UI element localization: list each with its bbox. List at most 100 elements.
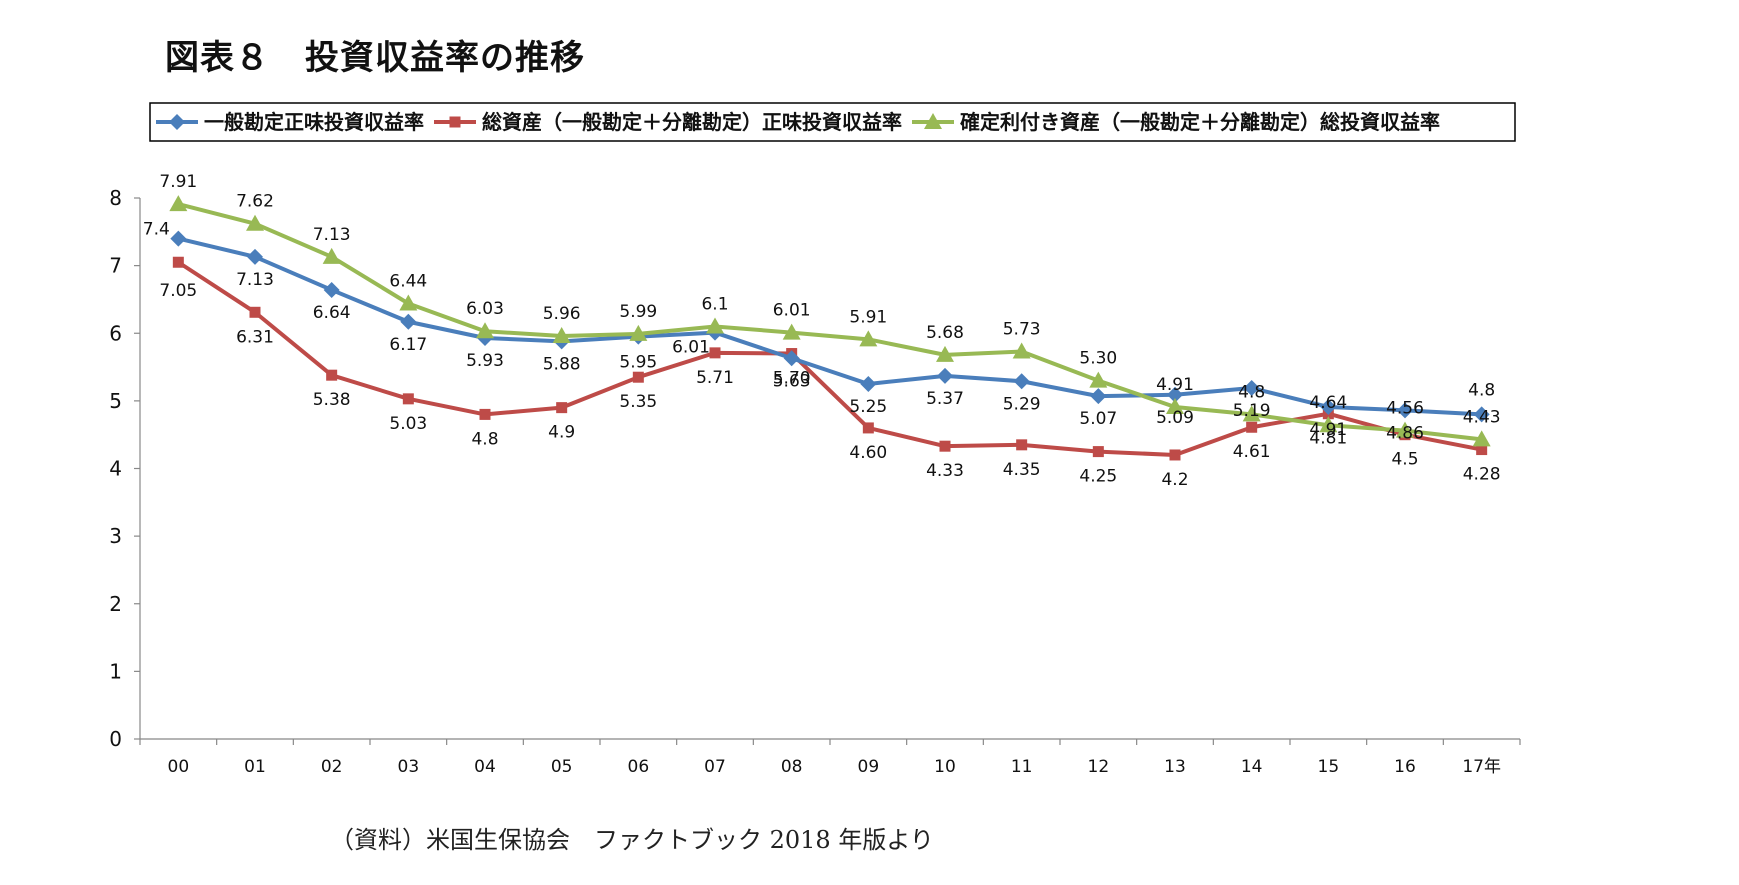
series-line-0 [177,236,1482,417]
y-tick-label: 3 [109,524,122,548]
data-point-triangle [476,322,494,339]
data-label: 4.60 [849,443,887,463]
data-point-diamond [400,313,417,330]
data-label: 5.09 [1156,408,1194,428]
x-tick-label: 04 [474,757,496,777]
data-point-square [1169,449,1181,461]
data-point-square [1092,446,1104,458]
data-label: 7.62 [236,192,274,212]
data-point-diamond [1473,406,1490,423]
data-label: 4.43 [1463,407,1501,427]
x-tick-label: 13 [1164,757,1186,777]
data-label: 4.5 [1391,450,1418,470]
data-point-diamond [860,375,877,392]
data-point-square [709,347,721,359]
data-label: 5.63 [773,371,811,391]
x-tick-label: 16 [1394,757,1416,777]
x-tick-label: 09 [858,757,880,777]
data-point-triangle [1166,397,1184,414]
x-tick-label: 05 [551,757,573,777]
data-label: 4.91 [1156,375,1194,395]
data-point-triangle [1012,342,1031,359]
data-point-triangle [629,324,648,341]
data-label: 4.2 [1161,470,1188,490]
page-title: 図表８ 投資収益率の推移 [165,38,585,78]
data-label: 6.17 [389,335,427,355]
data-point-diamond [1090,388,1107,405]
data-label: 6.64 [313,303,351,323]
data-label: 4.8 [1468,380,1495,400]
x-tick-label: 11 [1011,757,1033,777]
data-label: 5.71 [696,368,734,388]
data-label: 4.86 [1386,423,1424,443]
data-label: 7.05 [159,281,197,301]
data-label: 6.44 [389,271,427,291]
data-label: 5.03 [389,414,427,434]
data-label: 4.91 [1309,420,1347,440]
y-tick-label: 8 [109,186,122,210]
data-point-triangle [782,323,801,340]
x-tick-label: 08 [781,757,803,777]
data-point-triangle [322,247,341,264]
legend-triangle-marker [924,113,942,129]
data-point-square [1246,421,1258,433]
data-label: 4.25 [1079,467,1117,487]
x-tick-label: 00 [168,757,190,777]
data-point-diamond [937,367,953,384]
data-label: 5.70 [773,369,811,389]
data-label: 4.9 [548,423,575,443]
data-point-triangle [1242,405,1261,422]
data-label: 4.33 [926,461,964,481]
series-line-1 [177,260,1483,457]
data-label: 5.37 [926,389,964,409]
data-label: 6.03 [466,299,504,319]
x-tick-label: 15 [1318,757,1340,777]
data-point-square [862,422,874,434]
data-label: 5.25 [849,397,887,417]
data-point-triangle [706,317,724,334]
y-tick-label: 6 [109,321,122,345]
data-point-diamond [1167,386,1183,403]
data-label: 5.73 [1003,320,1041,340]
data-label: 4.81 [1309,429,1347,449]
data-label: 4.64 [1309,393,1347,413]
data-point-square [249,306,261,318]
data-point-triangle [1319,416,1338,433]
data-label: 5.68 [926,323,964,343]
data-label: 4.28 [1463,465,1501,485]
legend-diamond-marker [169,114,185,130]
data-point-square [326,369,338,381]
data-label: 4.61 [1233,442,1271,462]
data-point-square [939,440,951,452]
data-point-diamond [783,350,800,367]
data-label: 5.30 [1079,349,1117,369]
legend-item-0: 一般勘定正味投資収益率 [204,110,424,134]
data-label: 5.19 [1233,401,1271,421]
data-point-triangle [859,330,878,347]
legend-item-2: 確定利付き資産（一般勘定＋分離勘定）総投資収益率 [960,110,1440,134]
legend-item-1: 総資産（一般勘定＋分離勘定）正味投資収益率 [482,110,902,134]
data-label: 6.31 [236,327,274,347]
data-point-diamond [1397,402,1413,419]
legend: 一般勘定正味投資収益率 総資産（一般勘定＋分離勘定）正味投資収益率 確定利付き資産（… [149,102,1516,142]
data-label: 6.01 [773,301,811,321]
source-note: （資料）米国生保協会 ファクトブック 2018 年版より [330,826,934,854]
data-label: 4.35 [1003,460,1041,480]
y-tick-label: 5 [109,389,122,413]
data-point-triangle [936,345,954,362]
y-tick-label: 1 [109,659,122,683]
data-point-square [479,408,491,420]
data-point-triangle [246,214,264,231]
data-point-diamond [247,248,263,265]
data-point-square [632,371,644,383]
data-label: 5.99 [619,302,657,322]
data-label: 5.35 [619,392,657,412]
y-tick-label: 7 [109,254,122,278]
data-point-diamond [1243,380,1260,397]
data-point-square [402,393,414,405]
data-label: 7.4 [143,220,170,240]
y-tick-label: 0 [109,727,122,751]
x-tick-label: 02 [321,757,343,777]
